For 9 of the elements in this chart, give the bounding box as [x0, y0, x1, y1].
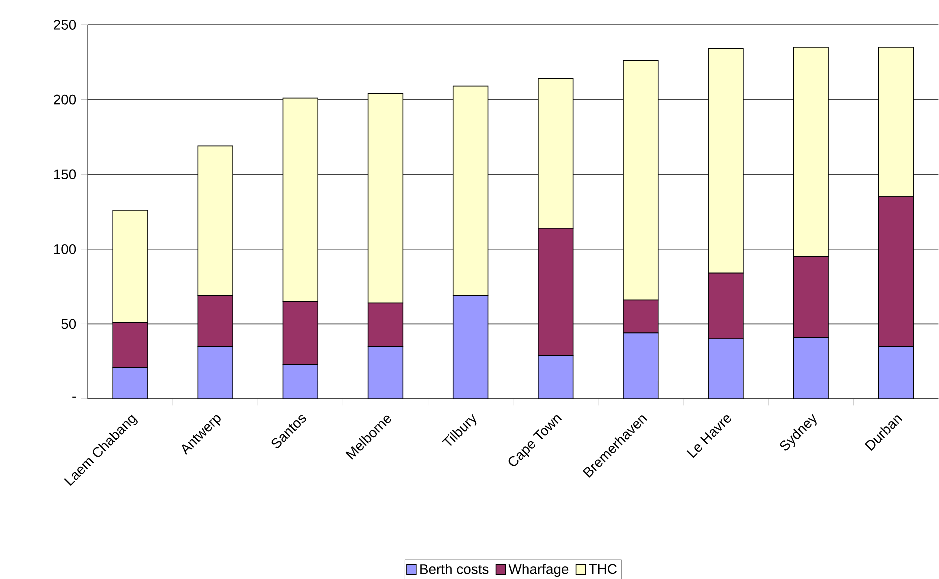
- y-tick-label: -: [72, 396, 76, 398]
- y-tick-label: 200: [54, 94, 76, 105]
- legend-label: THC: [589, 564, 617, 574]
- legend-label: Wharfage: [508, 564, 569, 578]
- legend-label: Berth costs: [420, 564, 489, 574]
- y-tick-label: 150: [54, 170, 76, 180]
- y-tick-label: 50: [62, 319, 76, 330]
- y-tick-label: 100: [54, 244, 76, 254]
- y-tick-label: 250: [54, 20, 76, 30]
